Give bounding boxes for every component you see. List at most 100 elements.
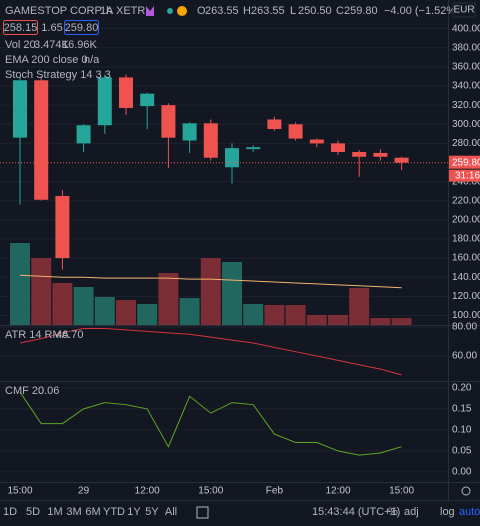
axis-option[interactable]: adj	[404, 506, 419, 518]
volume-bar	[137, 304, 158, 325]
candle-body	[182, 123, 197, 141]
indicator-line	[19, 391, 402, 456]
range-button[interactable]: 1D	[3, 506, 17, 518]
range-button[interactable]: 1Y	[127, 506, 141, 518]
panes	[0, 28, 448, 473]
ohlc-value: 259.80	[344, 5, 378, 17]
y-tick-label: 280.00	[452, 138, 480, 149]
indicator-line	[19, 327, 402, 376]
range-button[interactable]: 1M	[47, 506, 62, 518]
volume-bar	[328, 315, 348, 325]
candle-body	[246, 147, 261, 150]
range-button[interactable]: 3M	[66, 506, 81, 518]
ohlc-value: 263.55	[251, 5, 285, 17]
range-button[interactable]: 5Y	[145, 506, 159, 518]
ohlc-value: 250.50	[298, 5, 332, 17]
status-dot	[167, 8, 173, 14]
y-tick-label: 0.20	[452, 383, 472, 394]
y-tick-label: 0.15	[452, 404, 472, 415]
x-tick-label: 29	[78, 486, 90, 497]
y-tick-label: 360.00	[452, 62, 480, 73]
candle-body	[373, 152, 388, 157]
currency-box[interactable]	[452, 2, 476, 18]
last-price: 259.80	[452, 157, 480, 168]
ohlc: O 263.55 H 263.55 L 250.50 C 259.80 −4.00 (−1.52…	[197, 5, 460, 17]
volume-bar	[243, 304, 264, 325]
vol-legend: Vol 20	[5, 39, 36, 51]
date-range-icon[interactable]	[196, 506, 209, 519]
x-tick-label: Feb	[266, 486, 284, 497]
ohlc-value: 263.55	[205, 5, 239, 17]
y-tick-label: 60.00	[452, 351, 477, 362]
ask: 259.80	[65, 22, 99, 34]
interval[interactable]: 1h	[100, 5, 112, 17]
y-tick-label: 220.00	[452, 195, 480, 206]
d-icon	[177, 6, 187, 16]
x-tick-label: 15:00	[198, 486, 223, 497]
y-tick-label: 120.00	[452, 291, 480, 302]
y-tick-label: 160.00	[452, 253, 480, 264]
ema-value: n/a	[84, 54, 100, 66]
ema-legend: EMA 200 close 0	[5, 54, 88, 66]
candle-body	[76, 125, 91, 144]
volume-bar	[73, 287, 94, 325]
candle-body	[140, 93, 155, 107]
volume-bar	[179, 298, 200, 325]
range-button[interactable]: YTD	[103, 506, 125, 518]
indicator-legend: CMF 20	[5, 385, 44, 397]
candle-body	[394, 157, 409, 163]
volume-bar	[94, 297, 115, 325]
axis-option[interactable]: auto	[459, 506, 480, 518]
toolbar: 1D 5D 1M 3M 6M YTD 1Y 5Y All 15:43:44 (UTC+1)% adj…	[3, 506, 480, 518]
spread: 1.65	[41, 22, 62, 34]
candle-body	[309, 139, 324, 144]
axis-option[interactable]: log	[440, 506, 455, 518]
y-tick-label: 200.00	[452, 214, 480, 225]
candle-body	[161, 105, 176, 138]
candle-body	[119, 77, 133, 109]
symbol[interactable]: GAMESTOP CORP. A	[5, 5, 114, 17]
countdown: 31:16	[455, 170, 480, 181]
icon-flag	[146, 6, 154, 16]
y-tick-label: 300.00	[452, 119, 480, 130]
bid-box[interactable]	[3, 20, 38, 35]
ask-box[interactable]	[64, 20, 99, 35]
clock: 15:43:44 (UTC+1)	[312, 506, 400, 518]
ohlc-label: H	[243, 5, 251, 17]
volume-bar	[349, 288, 370, 325]
candle-body	[13, 80, 27, 138]
y-tick-label: 0.00	[452, 467, 472, 478]
indicator-value: 46.70	[56, 329, 84, 341]
ohlc-label: L	[290, 5, 296, 17]
exchange: XETR	[116, 5, 145, 17]
volume-bar	[10, 243, 30, 325]
last-price-tag	[449, 155, 480, 169]
settings-icon[interactable]	[461, 486, 471, 496]
volume-bar	[391, 318, 412, 325]
x-tick-label: 15:00	[389, 486, 414, 497]
candle-body	[267, 119, 282, 130]
x-tick-label: 12:00	[325, 486, 350, 497]
y-tick-label: 320.00	[452, 100, 480, 111]
candle-body	[288, 124, 303, 139]
range-button[interactable]: 6M	[85, 506, 100, 518]
candle-body	[331, 143, 345, 152]
y-tick-label: 100.00	[452, 310, 480, 321]
volume-bar	[264, 305, 285, 325]
range-button[interactable]: 5D	[26, 506, 40, 518]
stoch-legend: Stoch Strategy 14 3 3	[5, 69, 111, 81]
range-button[interactable]: All	[165, 506, 177, 518]
y-tick-label: 140.00	[452, 272, 480, 283]
vol-ma: 16.96K	[62, 39, 98, 51]
candle-body	[225, 148, 239, 168]
ohlc-label: C	[336, 5, 344, 17]
bid: 258.15	[4, 22, 38, 34]
y-tick-label: 180.00	[452, 234, 480, 245]
x-tick-label: 15:00	[7, 486, 32, 497]
axis-option[interactable]: %	[388, 506, 398, 518]
volume-bar	[370, 318, 391, 325]
currency: EUR	[453, 5, 474, 16]
candle-body	[203, 123, 218, 158]
volume-bar	[116, 300, 136, 325]
